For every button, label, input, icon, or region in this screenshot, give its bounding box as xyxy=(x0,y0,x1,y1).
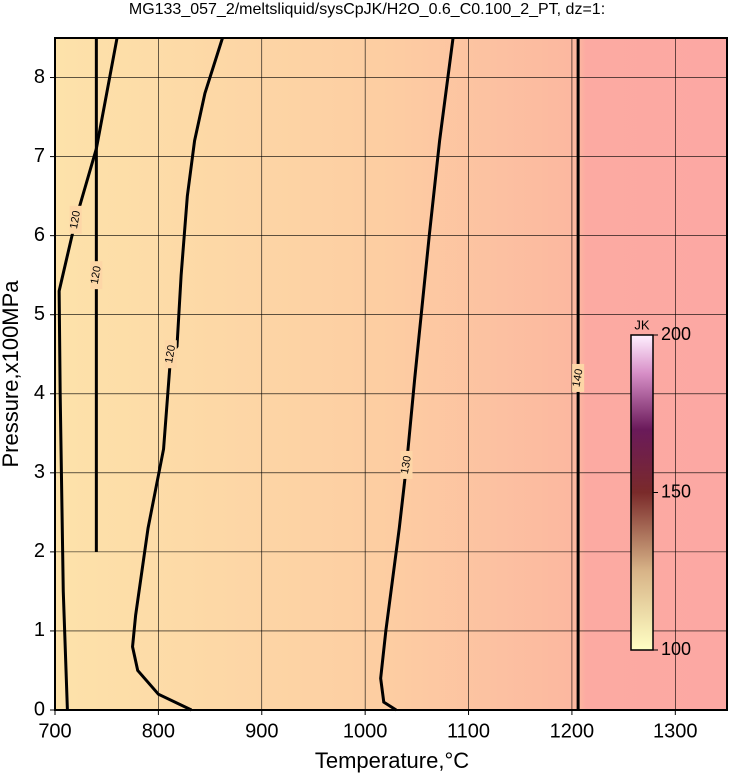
colorbar-tick-label: 200 xyxy=(661,324,691,344)
y-tick-label: 6 xyxy=(34,224,45,246)
y-tick-label: 8 xyxy=(34,66,45,88)
colorbar-tick-label: 100 xyxy=(661,639,691,659)
y-tick-label: 1 xyxy=(34,619,45,641)
contour-label: 130 xyxy=(399,455,414,475)
x-tick-label: 800 xyxy=(142,720,175,742)
contour-label-bg xyxy=(572,363,585,392)
x-tick-label: 700 xyxy=(38,720,71,742)
field-background xyxy=(55,38,727,710)
y-tick-label: 4 xyxy=(34,382,45,404)
chart-title: MG133_057_2/meltsliquid/sysCpJK/H2O_0.6_… xyxy=(129,1,605,18)
y-tick-label: 7 xyxy=(34,145,45,167)
contour-label: 120 xyxy=(163,344,178,364)
colorbar-label: JK xyxy=(634,317,650,332)
y-axis-label: Pressure,x100MPa xyxy=(0,280,23,468)
colorbar-tick-label: 150 xyxy=(661,481,691,501)
x-axis-label: Temperature,°C xyxy=(315,748,469,773)
x-tick-label: 1300 xyxy=(653,720,698,742)
contour-label-bg xyxy=(90,261,103,290)
y-tick-label: 0 xyxy=(34,698,45,720)
contour-label: 120 xyxy=(68,210,83,230)
contour-line xyxy=(57,37,119,711)
x-tick-label: 1200 xyxy=(550,720,595,742)
contour-label: 120 xyxy=(89,265,104,285)
x-tick-label: 1000 xyxy=(343,720,388,742)
x-tick-label: 900 xyxy=(245,720,278,742)
contour-label: 140 xyxy=(571,368,586,388)
y-tick-label: 2 xyxy=(34,540,45,562)
contour-label-bg xyxy=(164,340,177,369)
colorbar xyxy=(630,334,654,651)
contour-line xyxy=(131,37,224,712)
y-tick-label: 5 xyxy=(34,303,45,325)
plot-frame xyxy=(54,37,728,711)
contour-line xyxy=(379,37,455,712)
contour-label-bg xyxy=(69,205,82,234)
contour-label-bg xyxy=(400,450,413,479)
x-tick-label: 1100 xyxy=(447,720,490,742)
y-tick-label: 3 xyxy=(34,461,45,483)
